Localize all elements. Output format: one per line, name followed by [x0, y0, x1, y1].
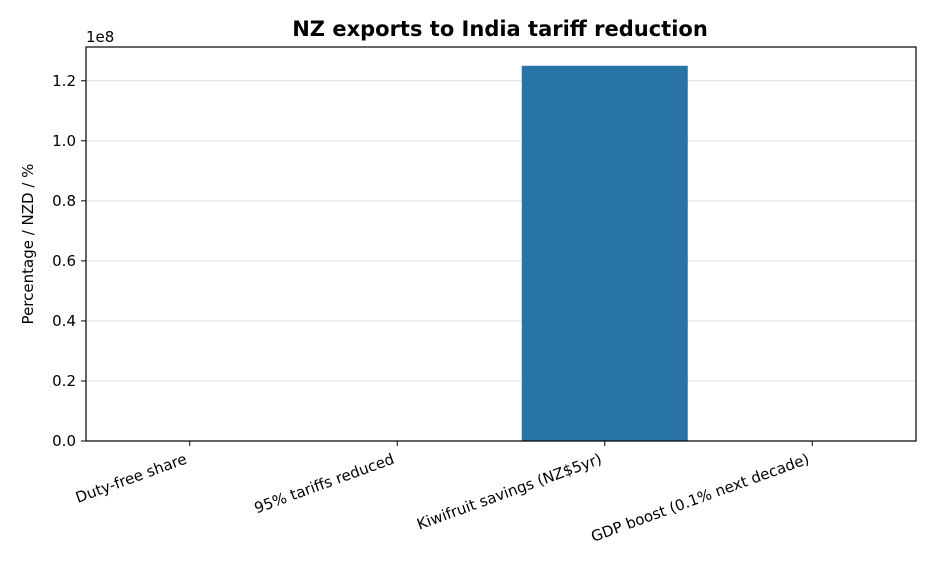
x-tick-label: Kiwifruit savings (NZ$5yr): [415, 450, 605, 534]
bars: [107, 66, 688, 441]
y-tick-label: 1.2: [52, 72, 76, 90]
y-tick-label: 1.0: [52, 132, 76, 150]
y-tick-label: 0.8: [52, 192, 76, 210]
y-axis-label: Percentage / NZD / %: [19, 164, 37, 325]
x-tick-label: 95% tariffs reduced: [252, 450, 397, 517]
bar: [522, 66, 688, 441]
plot-frame: [86, 47, 916, 441]
chart-title: NZ exports to India tariff reduction: [292, 17, 708, 41]
y-tick-label: 0.4: [52, 312, 76, 330]
y-axis-offset-label: 1e8: [86, 28, 114, 46]
x-axis-ticks: Duty-free share 95% tariffs reduced Kiwifr…: [73, 441, 812, 546]
y-axis-ticks: 0.0 0.2 0.4 0.6 0.8 1.0 1.2: [52, 72, 86, 450]
y-tick-label: 0.0: [52, 432, 76, 450]
grid-lines: [86, 81, 916, 441]
x-tick-label: GDP boost (0.1% next decade): [589, 450, 812, 546]
y-tick-label: 0.2: [52, 372, 76, 390]
y-tick-label: 0.6: [52, 252, 76, 270]
x-tick-label: Duty-free share: [73, 450, 189, 507]
